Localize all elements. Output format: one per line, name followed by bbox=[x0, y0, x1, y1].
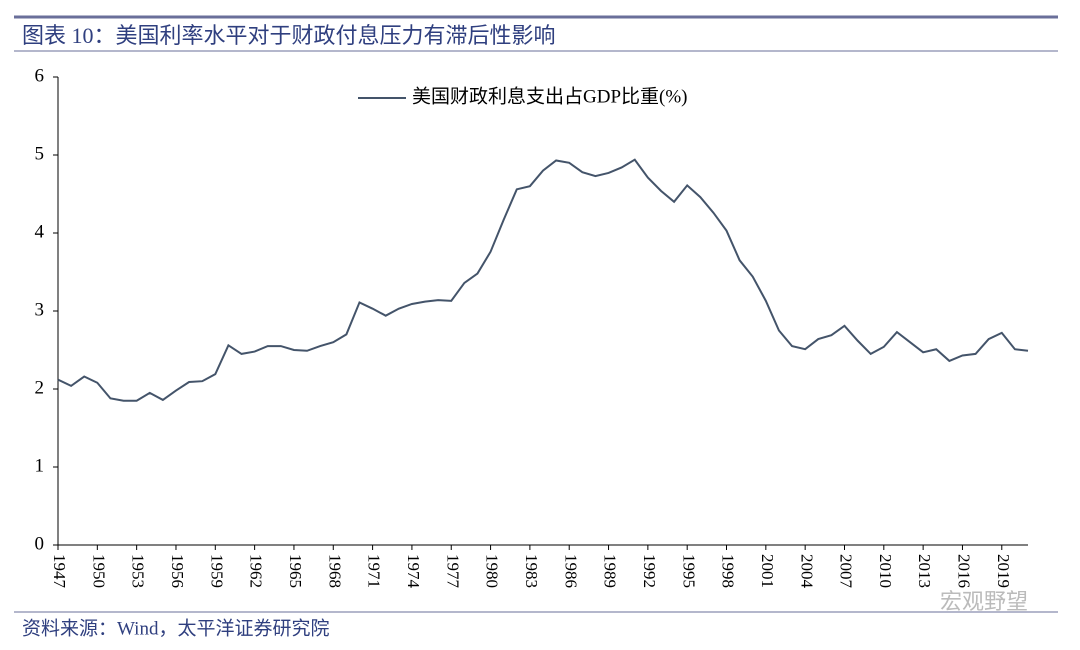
y-tick-label: 1 bbox=[35, 455, 45, 476]
legend-label: 美国财政利息支出占GDP比重(%) bbox=[412, 85, 688, 107]
watermark: 宏观野望 bbox=[940, 589, 1028, 614]
y-tick-label: 4 bbox=[35, 221, 45, 242]
x-tick-label: 2001 bbox=[758, 554, 777, 588]
x-tick-label: 1953 bbox=[129, 554, 148, 588]
x-tick-label: 1995 bbox=[679, 554, 698, 588]
x-tick-label: 2007 bbox=[837, 554, 856, 589]
x-tick-label: 1962 bbox=[247, 554, 266, 588]
x-tick-label: 1977 bbox=[443, 554, 462, 589]
x-tick-label: 2016 bbox=[955, 554, 974, 588]
y-tick-label: 0 bbox=[35, 533, 45, 554]
y-tick-label: 5 bbox=[35, 143, 45, 164]
x-tick-label: 1983 bbox=[522, 554, 541, 588]
x-tick-label: 2004 bbox=[797, 554, 816, 589]
x-tick-label: 1968 bbox=[325, 554, 344, 588]
y-tick-label: 2 bbox=[35, 377, 45, 398]
x-tick-label: 2013 bbox=[915, 554, 934, 588]
x-tick-label: 1992 bbox=[640, 554, 659, 588]
x-tick-label: 1959 bbox=[207, 554, 226, 588]
x-tick-label: 2010 bbox=[876, 554, 895, 588]
x-tick-label: 1971 bbox=[365, 554, 384, 588]
x-tick-label: 2019 bbox=[994, 554, 1013, 588]
x-tick-label: 1989 bbox=[601, 554, 620, 588]
x-tick-label: 1965 bbox=[286, 554, 305, 588]
x-tick-label: 1998 bbox=[719, 554, 738, 588]
x-tick-label: 1986 bbox=[561, 554, 580, 588]
x-tick-label: 1956 bbox=[168, 554, 187, 588]
x-tick-label: 1980 bbox=[483, 554, 502, 588]
header-title: 图表 10：美国利率水平对于财政付息压力有滞后性影响 bbox=[22, 23, 556, 48]
line-series bbox=[57, 158, 1029, 402]
x-tick-label: 1947 bbox=[50, 554, 69, 589]
x-tick-label: 1974 bbox=[404, 554, 423, 589]
footer-source: 资料来源：Wind，太平洋证券研究院 bbox=[22, 617, 329, 639]
y-tick-label: 6 bbox=[35, 65, 45, 86]
x-tick-label: 1950 bbox=[89, 554, 108, 588]
y-tick-label: 3 bbox=[35, 299, 45, 320]
